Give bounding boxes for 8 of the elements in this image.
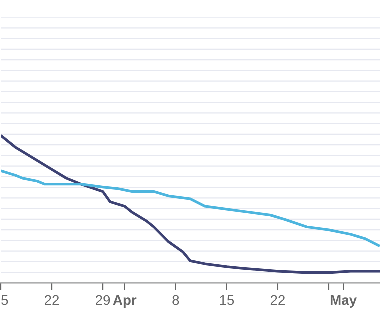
x-tick-label: 22 — [44, 295, 60, 306]
x-tick-label: May — [330, 296, 357, 308]
x-tick-label: 8 — [172, 295, 180, 306]
x-tick-label: 29 — [96, 295, 110, 306]
x-tick-label: Apr — [113, 296, 137, 308]
x-tick-label: 15 — [220, 296, 234, 306]
x-tick-label: 22 — [270, 295, 285, 306]
x-tick-label: 5 — [2, 296, 8, 306]
